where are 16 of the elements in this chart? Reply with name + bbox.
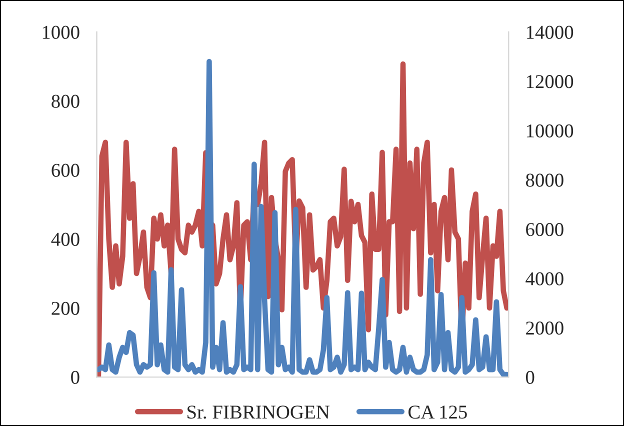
y-tick-label: 400 bbox=[51, 232, 80, 246]
y-tick-label: 1000 bbox=[42, 26, 80, 39]
y-tick-label: 600 bbox=[52, 164, 80, 177]
legend-label: CA 125 bbox=[408, 406, 467, 419]
y2-tick-label: 10000 bbox=[526, 124, 574, 138]
y2-tick-label: 4000 bbox=[526, 272, 564, 286]
y-tick-label: 800 bbox=[52, 94, 80, 108]
y-tick-label: 0 bbox=[71, 370, 80, 384]
y2-tick-label: 6000 bbox=[526, 222, 564, 236]
y2-tick-label: 12000 bbox=[526, 75, 574, 88]
y2-tick-label: 2000 bbox=[526, 322, 564, 335]
legend-label: Sr. FIBRINOGEN bbox=[188, 406, 330, 419]
y2-tick-label: 14000 bbox=[526, 26, 574, 39]
y2-tick-label: 8000 bbox=[526, 174, 564, 187]
y2-tick-label: 0 bbox=[526, 370, 534, 384]
y-tick-label: 200 bbox=[52, 302, 80, 315]
